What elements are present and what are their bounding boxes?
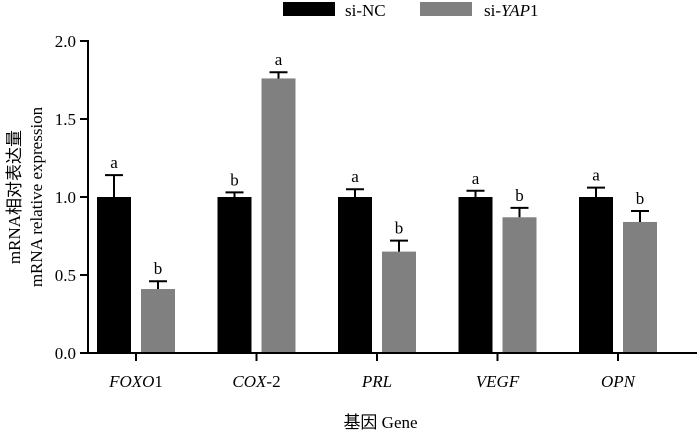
x-tick-label: VEGF bbox=[476, 372, 520, 391]
significance-label: a bbox=[275, 50, 283, 69]
x-tick-label-suffix: -2 bbox=[266, 372, 280, 391]
x-tick-label-suffix: 1 bbox=[154, 372, 163, 391]
bar-si-yap1 bbox=[261, 78, 296, 353]
axes: 0.0 0.5 1.0 1.5 2.0 bbox=[55, 32, 697, 363]
significance-label: a bbox=[351, 167, 359, 186]
y-tick-label: 1.0 bbox=[55, 188, 76, 207]
y-axis-label-line: mRNA相对表达量 bbox=[5, 130, 24, 264]
error-bar bbox=[510, 206, 529, 218]
x-tick-label-gene: OPN bbox=[601, 372, 637, 391]
significance-label: b bbox=[395, 219, 404, 238]
legend-swatch bbox=[420, 2, 472, 16]
bar-si-nc bbox=[97, 197, 131, 353]
bars: a b a a a b a b b b bbox=[97, 50, 657, 353]
x-tick-label-gene: VEGF bbox=[476, 372, 520, 391]
legend-label-gene: YAP bbox=[501, 1, 530, 20]
bar-si-nc bbox=[458, 197, 493, 353]
error-bar bbox=[587, 186, 605, 197]
legend-label: si-NC bbox=[345, 1, 386, 20]
y-tick-label: 0.5 bbox=[55, 266, 76, 285]
y-tick-label: 2.0 bbox=[55, 32, 76, 51]
significance-label: a bbox=[592, 166, 600, 185]
y-tick-label: 1.5 bbox=[55, 110, 76, 129]
x-tick-label-gene: COX bbox=[232, 372, 267, 391]
x-tick-labels: FOXO1 COX-2 PRL VEGF OPN bbox=[108, 372, 637, 391]
bar-si-nc bbox=[217, 197, 252, 353]
significance-label: b bbox=[636, 189, 645, 208]
error-bar bbox=[346, 188, 364, 197]
significance-label: b bbox=[230, 170, 239, 189]
y-tick-label: 0.0 bbox=[55, 344, 76, 363]
error-bar bbox=[149, 280, 167, 290]
error-bar bbox=[631, 210, 649, 222]
y-axis-label: mRNA相对表达量 mRNA relative expression bbox=[5, 106, 46, 287]
legend-label: si-YAP1 bbox=[484, 1, 539, 20]
bar-si-yap1 bbox=[382, 251, 416, 353]
error-bar bbox=[225, 191, 244, 197]
legend-label-suffix: 1 bbox=[530, 1, 539, 20]
bar-si-yap1 bbox=[141, 289, 175, 353]
significance-label: b bbox=[515, 186, 524, 205]
x-tick-label-gene: PRL bbox=[361, 372, 392, 391]
x-axis-label: 基因 Gene bbox=[343, 413, 417, 432]
error-bar bbox=[269, 71, 288, 79]
significance-label: b bbox=[154, 259, 163, 278]
error-bar bbox=[105, 174, 123, 197]
significance-label: a bbox=[110, 153, 118, 172]
bar-si-yap1 bbox=[502, 217, 537, 353]
x-tick-label-gene: FOXO bbox=[108, 372, 154, 391]
bar-si-yap1 bbox=[623, 221, 657, 353]
error-bar bbox=[466, 189, 485, 197]
bar-si-nc bbox=[338, 197, 372, 353]
y-axis-label-line: mRNA relative expression bbox=[27, 106, 46, 287]
legend-label-prefix: si- bbox=[484, 1, 501, 20]
legend: si-NC si-YAP1 bbox=[283, 1, 539, 20]
error-bar bbox=[390, 239, 408, 252]
x-tick-label: OPN bbox=[601, 372, 637, 391]
legend-swatch bbox=[283, 2, 335, 16]
x-tick-label: PRL bbox=[361, 372, 392, 391]
significance-label: a bbox=[472, 169, 480, 188]
bar-si-nc bbox=[579, 197, 613, 353]
legend-label-prefix: si-NC bbox=[345, 1, 386, 20]
x-tick-label: COX-2 bbox=[232, 372, 280, 391]
x-tick-label: FOXO1 bbox=[108, 372, 163, 391]
